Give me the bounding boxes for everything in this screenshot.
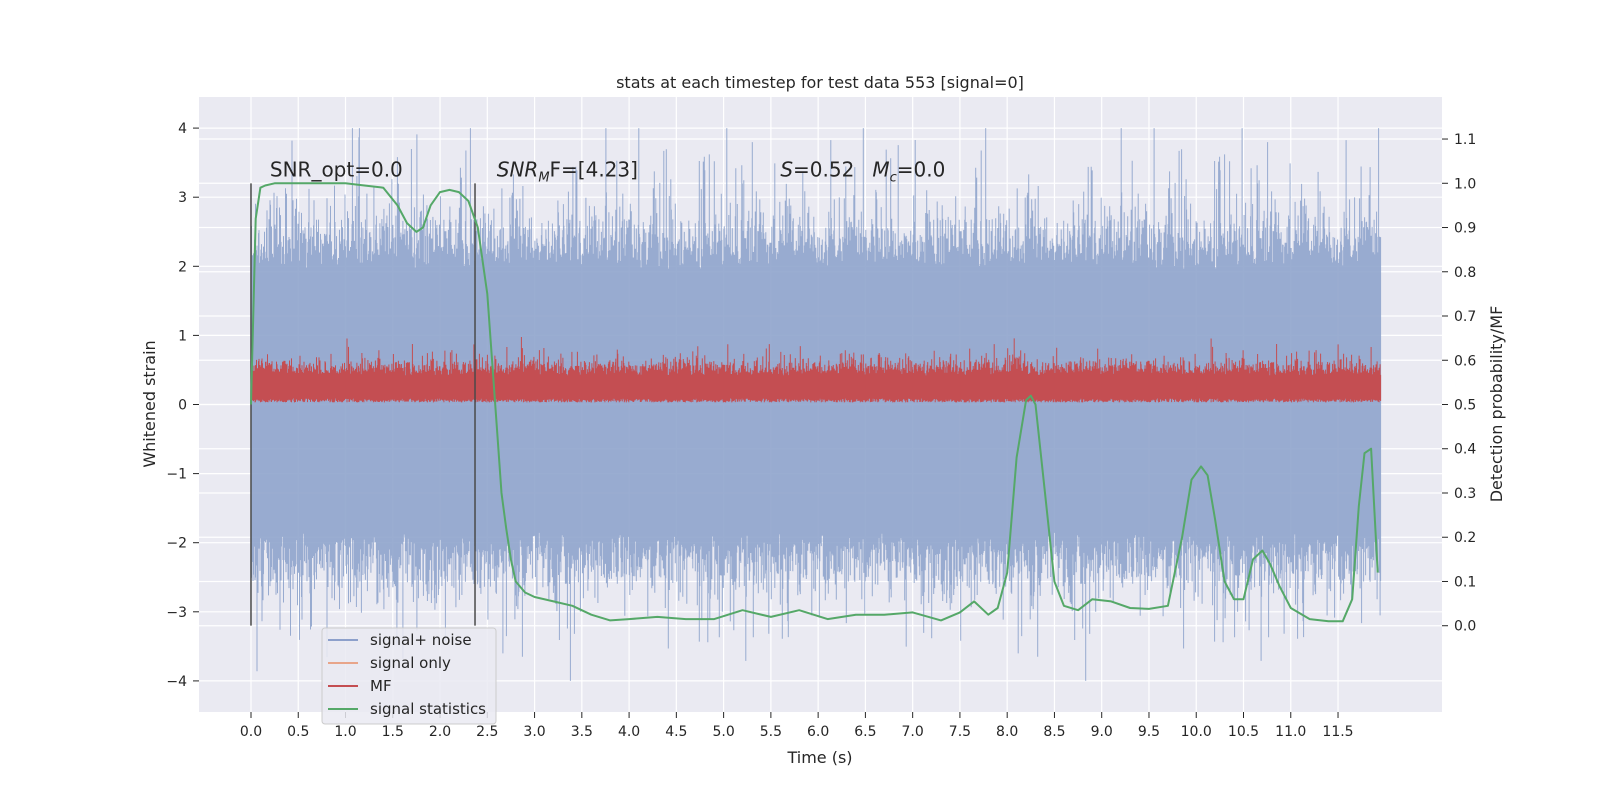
legend-label-signal-only: signal only [370, 654, 451, 672]
s-label: S [780, 157, 793, 181]
legend-label-signal-statistics: signal statistics [370, 700, 486, 718]
legend-entry-signal-only: signal only [328, 654, 451, 672]
snr-mf-subscript: M [538, 170, 549, 185]
snr-mf-annotation: SNRMF=[4.23] [497, 157, 638, 185]
vertical-markers [250, 183, 476, 626]
x-tick-label-7: 3.5 [571, 724, 593, 740]
x-tick-label-4: 2.0 [429, 724, 451, 740]
y2-tick-label-8: 0.3 [1454, 486, 1476, 502]
y-tick-label-6: −2 [166, 536, 187, 552]
x-tick-label-3: 1.5 [382, 724, 404, 740]
legend: signal+ noise signal only MF signal stat… [321, 627, 497, 725]
x-tick-label-5: 2.5 [476, 724, 498, 740]
x-tick-label-9: 4.5 [665, 724, 687, 740]
y2-tick-label-0: 1.1 [1454, 132, 1476, 148]
snr-mf-base: SNR [497, 157, 539, 181]
x-tick-label-2: 1.0 [334, 724, 356, 740]
y2-tick-label-11: 0.0 [1454, 619, 1476, 635]
x-tick-label-22: 11.0 [1275, 724, 1306, 740]
chart-title: stats at each timestep for test data 553… [616, 73, 1024, 92]
snr-mf-rest: F=[4.23] [550, 157, 638, 181]
y2-tick-label-3: 0.8 [1454, 265, 1476, 281]
x-tick-label-6: 3.0 [523, 724, 545, 740]
x-tick-label-13: 6.5 [854, 724, 876, 740]
x-tick-label-23: 11.5 [1322, 724, 1353, 740]
x-tick-label-16: 8.0 [996, 724, 1018, 740]
y-axis-label-left: Whitened strain [140, 340, 159, 467]
mc-subscript: c [890, 170, 897, 185]
x-tick-label-10: 5.0 [712, 724, 734, 740]
x-tick-label-20: 10.0 [1181, 724, 1212, 740]
y-tick-label-1: 3 [178, 190, 187, 206]
y2-tick-label-9: 0.2 [1454, 530, 1476, 546]
x-tick-label-11: 5.5 [760, 724, 782, 740]
x-tick-label-19: 9.5 [1138, 724, 1160, 740]
y2-tick-label-10: 0.1 [1454, 574, 1476, 590]
x-tick-label-0: 0.0 [240, 724, 262, 740]
y-tick-label-8: −4 [166, 674, 187, 690]
y-tick-label-4: 0 [178, 398, 187, 414]
legend-label-mf: MF [370, 677, 392, 695]
legend-entry-mf: MF [328, 677, 392, 695]
y2-tick-label-4: 0.7 [1454, 309, 1476, 325]
y2-tick-label-7: 0.4 [1454, 442, 1476, 458]
legend-entry-signal-noise: signal+ noise [328, 631, 472, 649]
mc-value: =0.0 [897, 157, 946, 181]
x-tick-label-12: 6.0 [807, 724, 829, 740]
x-axis-label: Time (s) [786, 748, 852, 767]
x-tick-label-17: 8.5 [1043, 724, 1065, 740]
snr-opt-annotation: SNR_opt=0.0 [270, 157, 403, 181]
s-mc-annotation: S=0.52 Mc=0.0 [780, 157, 945, 185]
y2-tick-label-5: 0.6 [1454, 353, 1476, 369]
y2-tick-label-1: 1.0 [1454, 176, 1476, 192]
mc-base: M [872, 157, 889, 181]
y-tick-label-3: 1 [178, 328, 187, 344]
y-tick-label-2: 2 [178, 259, 187, 275]
y-tick-label-5: −1 [166, 467, 187, 483]
y2-tick-label-6: 0.5 [1454, 398, 1476, 414]
tick-marks: 0.0 0.5 1.0 1.5 2.0 2.5 3.0 3.5 4.0 4.5 5.0 5.5 6.0 6… [166, 121, 1476, 740]
y-tick-label-0: 4 [178, 121, 187, 137]
y-axis-label-right: Detection probability/MF [1487, 306, 1506, 503]
y-tick-label-7: −3 [166, 605, 187, 621]
x-tick-label-21: 10.5 [1228, 724, 1259, 740]
legend-label-signal-noise: signal+ noise [370, 631, 472, 649]
y2-tick-label-2: 0.9 [1454, 221, 1476, 237]
x-tick-label-15: 7.5 [949, 724, 971, 740]
x-tick-label-18: 9.0 [1091, 724, 1113, 740]
signal-statistics-line [250, 182, 1379, 623]
s-value: =0.52 [793, 157, 854, 181]
x-tick-label-8: 4.0 [618, 724, 640, 740]
legend-entry-signal-statistics: signal statistics [328, 700, 486, 718]
x-tick-label-1: 0.5 [287, 724, 309, 740]
legend-box [321, 627, 497, 725]
x-tick-label-14: 7.0 [902, 724, 924, 740]
